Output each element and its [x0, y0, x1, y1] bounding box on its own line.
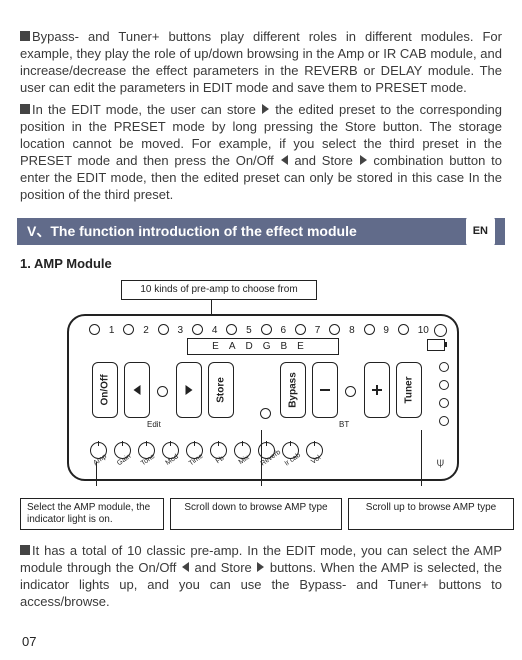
triangle-right-icon	[360, 155, 367, 165]
preset-number-row: 123 456 789 10	[89, 324, 429, 338]
edit-label: Edit	[147, 420, 161, 431]
triangle-left-icon	[281, 155, 288, 165]
side-leds	[439, 362, 449, 426]
triangle-right-icon	[257, 562, 264, 572]
subheading-amp-module: 1. AMP Module	[20, 255, 502, 272]
power-led-icon	[434, 324, 447, 337]
knob-gain[interactable]: Gain	[113, 442, 131, 470]
section-title: V、The function introduction of the effec…	[27, 218, 357, 245]
text: and Store	[294, 153, 353, 168]
text: In the EDIT mode, the user can store	[32, 102, 256, 117]
text: and Store	[194, 560, 251, 575]
knob-row: Amp Gain Tone Mod Time Fb Mix Reverb Ir …	[89, 442, 323, 470]
callout-top: 10 kinds of pre-amp to choose from	[121, 280, 317, 300]
onoff-button[interactable]: On/Off	[92, 362, 118, 418]
knob-fb[interactable]: Fb	[209, 442, 227, 470]
usb-icon: ⍦	[437, 455, 444, 471]
knob-vol[interactable]: Vol	[305, 442, 323, 470]
bullet-square	[20, 31, 30, 41]
text: Bypass- and Tuner+ buttons play differen…	[20, 29, 502, 95]
device-outline: 123 456 789 10 EADGBE On/Off Store Edit …	[67, 314, 459, 481]
bottom-callouts: Select the AMP module, the indicator lig…	[20, 498, 502, 530]
center-led-icon	[260, 408, 271, 419]
page-number: 07	[22, 633, 36, 650]
minus-button[interactable]	[312, 362, 338, 418]
connector-line	[96, 462, 97, 486]
paragraph-amp-desc: It has a total of 10 classic pre-amp. In…	[20, 542, 502, 611]
paragraph-bypass-tuner: Bypass- and Tuner+ buttons play differen…	[20, 28, 502, 97]
callout-scroll-down: Scroll down to browse AMP type	[170, 498, 342, 530]
paragraph-edit-mode: In the EDIT mode, the user can store the…	[20, 101, 502, 204]
battery-icon	[427, 339, 445, 351]
connector-line	[261, 430, 262, 486]
knob-amp[interactable]: Amp	[89, 442, 107, 470]
tuner-button[interactable]: Tuner	[396, 362, 422, 418]
knob-ircab[interactable]: Ir cab	[281, 442, 299, 470]
led-icon	[345, 386, 356, 397]
bt-label: BT	[339, 420, 349, 431]
callout-select-amp: Select the AMP module, the indicator lig…	[20, 498, 164, 530]
language-badge: EN	[466, 217, 495, 246]
section-header: V、The function introduction of the effec…	[17, 218, 505, 245]
bypass-button[interactable]: Bypass	[280, 362, 306, 418]
bullet-square	[20, 545, 30, 555]
callout-scroll-up: Scroll up to browse AMP type	[348, 498, 514, 530]
led-icon	[157, 386, 168, 397]
knob-reverb[interactable]: Reverb	[257, 442, 275, 470]
bullet-square	[20, 104, 30, 114]
triangle-right-icon	[262, 104, 269, 114]
knob-mod[interactable]: Mod	[161, 442, 179, 470]
plus-button[interactable]	[364, 362, 390, 418]
knob-time[interactable]: Time	[185, 442, 203, 470]
knob-tone[interactable]: Tone	[137, 442, 155, 470]
lcd-display: EADGBE	[187, 338, 339, 355]
amp-module-diagram: 10 kinds of pre-amp to choose from 123 4…	[21, 280, 501, 492]
prev-button[interactable]	[124, 362, 150, 418]
connector-line	[421, 430, 422, 486]
next-button[interactable]	[176, 362, 202, 418]
knob-mix[interactable]: Mix	[233, 442, 251, 470]
button-group-right: Bypass Tuner BT	[279, 362, 423, 422]
store-button[interactable]: Store	[208, 362, 234, 418]
triangle-left-icon	[182, 562, 189, 572]
button-group-left: On/Off Store Edit	[91, 362, 235, 422]
